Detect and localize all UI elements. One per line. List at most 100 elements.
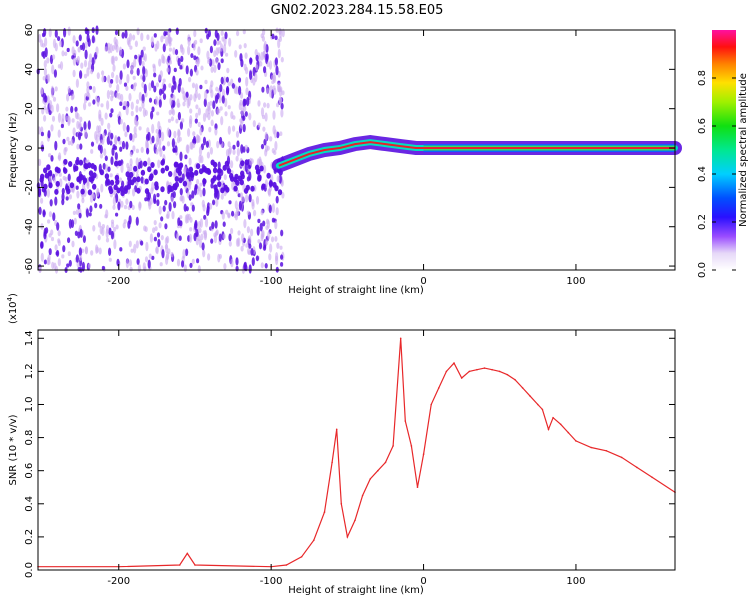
noise-blob [195, 69, 199, 76]
noise-blob [108, 247, 112, 256]
noise-blob-dense [217, 181, 222, 188]
figure-title: GN02.2023.284.15.58.E05 [271, 3, 444, 18]
noise-blob-dense [104, 173, 110, 180]
noise-blob [214, 94, 219, 104]
noise-blob [107, 42, 111, 51]
snr-point [377, 469, 379, 472]
noise-blob-dense [178, 177, 183, 184]
noise-blob [193, 93, 197, 103]
snr-point [178, 564, 181, 566]
noise-blob [234, 50, 238, 58]
noise-blob [133, 126, 137, 135]
noise-blob [127, 40, 131, 47]
noise-blob [124, 100, 128, 107]
noise-blob [190, 141, 194, 150]
noise-blob [67, 140, 71, 146]
snr-y-axis-label: SNR (10 * v/v) [8, 414, 19, 485]
noise-blob [246, 96, 250, 107]
snr-y-tick-label: 1.0 [24, 397, 35, 413]
snr-point [453, 362, 455, 364]
noise-blob [182, 101, 186, 107]
noise-blob [114, 136, 118, 146]
noise-blob [129, 266, 133, 272]
noise-blob [200, 65, 204, 71]
noise-blob [236, 30, 240, 37]
noise-blob [106, 89, 110, 100]
noise-blob [42, 76, 46, 81]
noise-blob [162, 43, 166, 53]
noise-blob [225, 149, 230, 157]
noise-blob [154, 43, 158, 52]
noise-blob [76, 190, 80, 199]
noise-blob [161, 131, 165, 142]
noise-blob [228, 233, 232, 242]
noise-blob-dense [206, 168, 211, 174]
noise-blob-dense [198, 168, 204, 175]
noise-blob [199, 189, 203, 198]
noise-blob [207, 253, 211, 261]
noise-blob [250, 248, 254, 256]
noise-blob [44, 37, 48, 47]
noise-blob [155, 96, 159, 106]
snr-point [422, 453, 425, 455]
snr-point [605, 450, 608, 452]
noise-blob [164, 243, 168, 250]
noise-blob [228, 200, 232, 205]
noise-blob [165, 255, 169, 265]
noise-blob [57, 129, 61, 138]
noise-blob [274, 236, 278, 242]
noise-blob [226, 67, 230, 74]
noise-blob-dense [54, 188, 59, 195]
snr-point [460, 377, 463, 379]
noise-blob [187, 38, 191, 46]
noise-blob [46, 95, 50, 105]
noise-blob [206, 205, 210, 214]
noise-blob [177, 128, 181, 138]
noise-blob [197, 46, 201, 56]
snr-point [468, 370, 471, 373]
noise-blob [230, 111, 234, 120]
noise-blob [112, 64, 116, 72]
noise-blob [191, 204, 195, 212]
noise-blob [48, 211, 53, 218]
noise-blob [274, 220, 278, 230]
noise-blob [213, 232, 217, 238]
noise-blob [138, 126, 142, 131]
noise-blob [53, 69, 58, 78]
noise-blob [280, 229, 284, 237]
noise-blob [265, 239, 269, 246]
noise-blob [238, 200, 242, 211]
noise-blob [156, 232, 161, 238]
noise-blob-dense [144, 188, 150, 195]
noise-blob [158, 58, 162, 67]
noise-blob [103, 148, 107, 157]
noise-blob [74, 106, 78, 113]
noise-blob [237, 230, 241, 236]
noise-blob [78, 212, 82, 219]
noise-blob [281, 192, 285, 199]
noise-blob [52, 212, 56, 222]
noise-blob [189, 227, 193, 232]
noise-blob [137, 263, 141, 273]
noise-blob [44, 47, 48, 58]
snr-point [404, 420, 407, 422]
noise-blob [85, 208, 89, 218]
snr-point [430, 403, 433, 406]
noise-blob [269, 85, 273, 92]
noise-blob [260, 107, 265, 117]
noise-blob [76, 120, 80, 130]
spectrogram-x-tick-label: -100 [260, 276, 283, 287]
noise-blob [198, 146, 203, 157]
noise-blob [211, 221, 215, 230]
noise-blob-dense [160, 186, 165, 193]
noise-blob [188, 194, 192, 201]
noise-blob [263, 66, 267, 74]
noise-blob [81, 42, 86, 51]
noise-blob [40, 241, 44, 249]
noise-blob [157, 120, 161, 130]
noise-blob [68, 194, 72, 200]
snr-point [529, 395, 531, 398]
noise-blob [173, 130, 177, 139]
noise-blob [195, 58, 199, 65]
